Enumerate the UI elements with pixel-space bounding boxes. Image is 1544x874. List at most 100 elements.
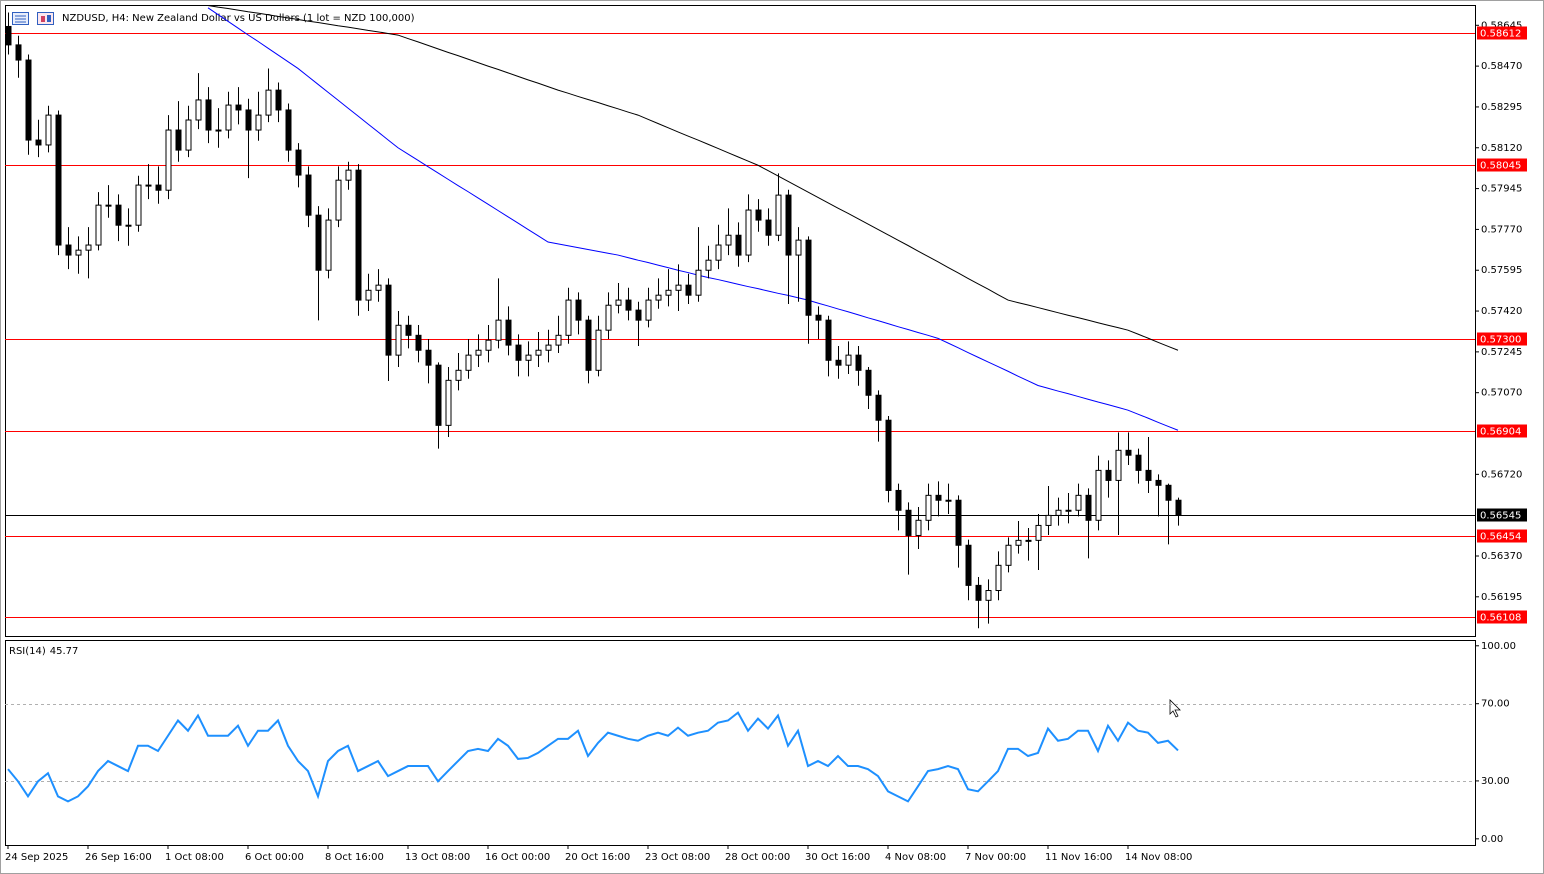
candle-body <box>725 234 732 246</box>
candle-body <box>875 394 882 421</box>
level-tag: 0.58612 <box>1477 26 1527 40</box>
candle-body <box>425 349 432 366</box>
level-tag-box <box>1477 529 1527 543</box>
level-tag-box <box>1477 26 1527 40</box>
candle-body <box>45 114 52 146</box>
mouse-cursor <box>1169 699 1181 718</box>
candle-body <box>265 89 272 116</box>
x-tick-label: 26 Sep 16:00 <box>85 852 152 863</box>
candle-body <box>255 114 262 131</box>
candle-body <box>145 184 152 187</box>
candle-body <box>1015 539 1022 546</box>
y-tick-label: 30.00 <box>1481 776 1510 787</box>
icon-bar <box>41 16 45 22</box>
y-tick-label: 0.57595 <box>1481 265 1522 276</box>
candle-body <box>925 494 932 521</box>
candle-body <box>495 319 502 341</box>
y-tick-label: 0.57420 <box>1481 306 1522 317</box>
candle-body <box>1075 494 1082 511</box>
candle-body <box>595 329 602 371</box>
candle-body <box>825 319 832 361</box>
candle-body <box>165 129 172 191</box>
candle-body <box>75 249 82 256</box>
candle-body <box>615 299 622 306</box>
candle-body <box>35 139 42 146</box>
symbol-icon[interactable] <box>37 12 54 25</box>
candle-body <box>205 99 212 131</box>
candle-body <box>325 219 332 271</box>
current-price-label: 0.56545 <box>1480 511 1521 522</box>
candle-body <box>635 309 642 321</box>
candle-body <box>315 214 322 271</box>
candle-body <box>915 519 922 536</box>
y-tick-label: 0.58645 <box>1481 20 1522 31</box>
x-tick-label: 8 Oct 16:00 <box>325 852 384 863</box>
candle-body <box>1095 469 1102 521</box>
level-tag-box <box>1477 424 1527 438</box>
candle-body <box>115 204 122 226</box>
candle-body <box>435 364 442 426</box>
y-tick-label: 0.58295 <box>1481 102 1522 113</box>
x-tick-label: 23 Oct 08:00 <box>645 852 710 863</box>
candle-body <box>295 149 302 176</box>
candle-body <box>1085 494 1092 521</box>
x-tick-label: 30 Oct 16:00 <box>805 852 870 863</box>
candle-body <box>305 174 312 216</box>
candle-body <box>1165 484 1172 501</box>
y-tick-label: 0.57945 <box>1481 184 1522 195</box>
candle-body <box>555 334 562 346</box>
candle-body <box>605 304 612 331</box>
candle-body <box>505 319 512 346</box>
toolbar-icons[interactable] <box>12 12 54 25</box>
candle-body <box>245 109 252 131</box>
x-tick-label: 16 Oct 00:00 <box>485 852 550 863</box>
candle-body <box>55 114 62 246</box>
candle-body <box>415 334 422 351</box>
candle-body <box>755 209 762 221</box>
candle-body <box>345 169 352 181</box>
candle-body <box>905 509 912 536</box>
candle-body <box>465 354 472 371</box>
candle-body <box>5 25 12 46</box>
y-tick-label: 0.00 <box>1481 834 1503 845</box>
level-tag: 0.56545 <box>1477 508 1527 522</box>
y-tick-label: 70.00 <box>1481 699 1510 710</box>
x-tick-label: 7 Nov 00:00 <box>965 852 1026 863</box>
level-tag-box <box>1477 610 1527 624</box>
candle-body <box>395 324 402 356</box>
candle-body <box>25 59 32 141</box>
candle-body <box>1145 469 1152 481</box>
level-tag-label: 0.58045 <box>1480 161 1521 172</box>
candle-body <box>195 99 202 121</box>
candle-body <box>765 219 772 236</box>
candle-body <box>775 194 782 236</box>
candle-body <box>175 129 182 151</box>
candle-body <box>1035 524 1042 541</box>
candle-body <box>865 369 872 396</box>
candle-body <box>795 239 802 256</box>
candle-body <box>565 299 572 336</box>
y-tick-label: 0.56195 <box>1481 592 1522 603</box>
level-tag-label: 0.56454 <box>1480 532 1521 543</box>
candle-body <box>235 104 242 111</box>
candle-body <box>375 284 382 291</box>
level-tag-label: 0.56904 <box>1480 427 1521 438</box>
x-tick-label: 1 Oct 08:00 <box>165 852 224 863</box>
level-tag-label: 0.57300 <box>1480 335 1521 346</box>
candle-body <box>445 379 452 426</box>
candle-body <box>585 319 592 371</box>
level-tag-box <box>1477 332 1527 346</box>
candle-body <box>185 119 192 151</box>
price-plot <box>5 5 1475 629</box>
candle-body <box>105 204 112 207</box>
candle-body <box>355 169 362 301</box>
main-pane-frame <box>5 5 1476 637</box>
candle-body <box>955 499 962 546</box>
candle-body <box>995 564 1002 592</box>
level-tag-label: 0.58612 <box>1480 29 1521 40</box>
level-tag-box <box>1477 158 1527 172</box>
level-tag-label: 0.56108 <box>1480 613 1521 624</box>
x-tick-label: 28 Oct 00:00 <box>725 852 790 863</box>
indicator-value: 45.77 <box>50 646 79 657</box>
